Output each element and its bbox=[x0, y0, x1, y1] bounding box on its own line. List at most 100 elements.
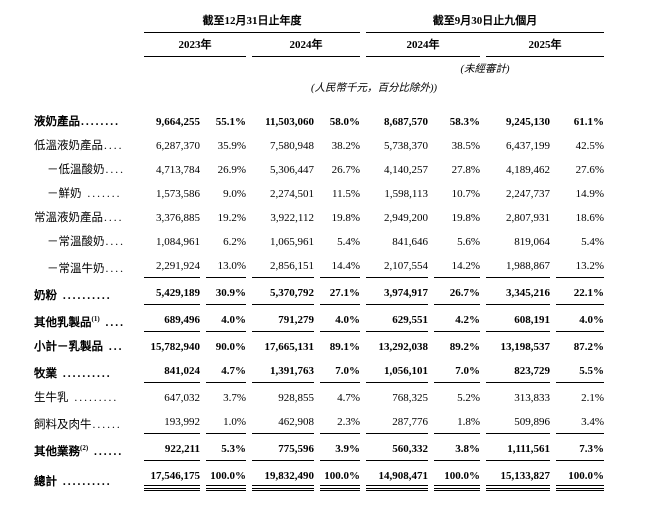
cell-amount: 462,908 bbox=[252, 407, 314, 434]
row-label-text: －常溫酸奶 bbox=[47, 236, 105, 248]
total-value: 15,133,827 bbox=[486, 469, 550, 486]
cell-amount: 509,896 bbox=[486, 407, 550, 434]
dot-leader: ....... bbox=[82, 188, 122, 200]
cell-percent: 30.9% bbox=[206, 278, 246, 305]
cell-percent: 14.4% bbox=[320, 251, 360, 278]
total-value: 19,832,490 bbox=[252, 469, 314, 486]
row-label: 其他業務(2) ...... bbox=[34, 434, 138, 461]
cell-amount: 19,832,490 bbox=[252, 461, 314, 491]
cell-percent: 4.0% bbox=[320, 305, 360, 332]
cell-amount: 5,429,189 bbox=[144, 278, 200, 305]
cell-amount: 193,992 bbox=[144, 407, 200, 434]
cell-percent: 22.1% bbox=[556, 278, 604, 305]
dot-leader: ........ bbox=[81, 116, 120, 128]
cell-amount: 1,573,586 bbox=[156, 188, 200, 200]
period-group-nine-months-sep30: 截至9月30日止九個月 bbox=[366, 8, 604, 33]
spacer-cell bbox=[144, 57, 360, 76]
cell-percent: 13.0% bbox=[206, 251, 246, 278]
cell-percent: 5.4% bbox=[581, 236, 604, 248]
table-row: －常溫酸奶.... 1,084,961 6.2% 1,065,961 5.4% 841,6… bbox=[34, 227, 604, 251]
cell-percent: 3.7% bbox=[223, 392, 246, 404]
cell-amount: 928,855 bbox=[278, 392, 314, 404]
cell-percent: 87.2% bbox=[573, 341, 604, 353]
cell-percent: 19.8% bbox=[331, 212, 360, 224]
cell-amount: 3,345,216 bbox=[486, 278, 550, 305]
row-label-text: 生牛乳 bbox=[34, 392, 69, 404]
period-group-year-ended-dec31: 截至12月31日止年度 bbox=[144, 8, 360, 33]
cell-amount: 4,140,257 bbox=[384, 164, 428, 176]
total-value: 14,908,471 bbox=[366, 469, 428, 486]
row-label-text: 其他業務 bbox=[34, 446, 80, 458]
year-header-2023: 2023年 bbox=[144, 33, 246, 57]
cell-amount: 1,065,961 bbox=[270, 236, 314, 248]
cell-amount: 17,546,175 bbox=[144, 461, 200, 491]
cell-percent: 3.8% bbox=[434, 434, 480, 461]
cell-amount: 2,247,737 bbox=[506, 188, 550, 200]
dot-leader: .... bbox=[104, 140, 124, 152]
cell-percent: 7.0% bbox=[434, 356, 480, 383]
cell-percent: 27.6% bbox=[575, 164, 604, 176]
cell-percent: 100.0% bbox=[320, 461, 360, 491]
cell-percent: 38.2% bbox=[331, 140, 360, 152]
cell-percent: 89.1% bbox=[329, 341, 360, 353]
year-header-2024-9m: 2024年 bbox=[366, 33, 480, 57]
cell-percent: 6.2% bbox=[223, 236, 246, 248]
table-row: 奶粉 .......... 5,429,189 30.9% 5,370,792 27.1… bbox=[34, 278, 604, 305]
cell-amount: 2,274,501 bbox=[270, 188, 314, 200]
cell-percent: 5.3% bbox=[206, 434, 246, 461]
cell-amount: 13,292,038 bbox=[378, 341, 429, 353]
table-row: 總計 .......... 17,546,175 100.0% 19,832,490 1… bbox=[34, 461, 604, 491]
cell-amount: 629,551 bbox=[366, 305, 428, 332]
cell-amount: 6,287,370 bbox=[156, 140, 200, 152]
row-label-text: －常溫牛奶 bbox=[47, 263, 105, 275]
table-row: 飼料及肉牛...... 193,992 1.0% 462,908 2.3% 287,776… bbox=[34, 407, 604, 434]
unaudited-note-row: (未經審計) bbox=[34, 57, 604, 76]
unit-note: (人民幣千元，百分比除外)) bbox=[311, 83, 437, 94]
cell-percent: 61.1% bbox=[573, 116, 604, 128]
unaudited-note: (未經審計) bbox=[460, 64, 510, 75]
cell-percent: 42.5% bbox=[575, 140, 604, 152]
cell-percent: 27.1% bbox=[320, 278, 360, 305]
cell-amount: 819,064 bbox=[514, 236, 550, 248]
table-row: 常溫液奶產品.... 3,376,885 19.2% 3,922,112 19.8% 2,… bbox=[34, 203, 604, 227]
total-value: 100.0% bbox=[320, 469, 360, 486]
table-row: 液奶產品........ 9,664,255 55.1% 11,503,060 58.0… bbox=[34, 95, 604, 131]
cell-percent: 1.0% bbox=[206, 407, 246, 434]
dot-leader: .......... bbox=[58, 476, 112, 488]
dot-leader: ......... bbox=[69, 392, 119, 404]
table-row: 其他業務(2) ...... 922,211 5.3% 775,596 3.9% 560,… bbox=[34, 434, 604, 461]
cell-amount: 841,646 bbox=[392, 236, 428, 248]
cell-percent: 26.7% bbox=[331, 164, 360, 176]
cell-percent: 19.8% bbox=[451, 212, 480, 224]
cell-percent: 55.1% bbox=[215, 116, 246, 128]
cell-amount: 9,245,130 bbox=[506, 116, 550, 128]
table-row: －低溫酸奶.... 4,713,784 26.9% 5,306,447 26.7% 4,1… bbox=[34, 155, 604, 179]
cell-amount: 689,496 bbox=[144, 305, 200, 332]
cell-amount: 841,024 bbox=[144, 356, 200, 383]
cell-amount: 647,032 bbox=[164, 392, 200, 404]
cell-percent: 58.3% bbox=[449, 116, 480, 128]
cell-percent: 18.6% bbox=[575, 212, 604, 224]
cell-amount: 5,306,447 bbox=[270, 164, 314, 176]
cell-amount: 313,833 bbox=[514, 392, 550, 404]
cell-amount: 608,191 bbox=[486, 305, 550, 332]
cell-amount: 8,687,570 bbox=[384, 116, 428, 128]
dot-leader: .... bbox=[100, 317, 126, 329]
row-label: 生牛乳 ......... bbox=[34, 383, 138, 407]
cell-percent: 14.9% bbox=[575, 188, 604, 200]
cell-amount: 560,332 bbox=[366, 434, 428, 461]
cell-amount: 5,370,792 bbox=[252, 278, 314, 305]
cell-percent: 4.7% bbox=[337, 392, 360, 404]
row-label-text: －低溫酸奶 bbox=[47, 164, 105, 176]
cell-percent: 10.7% bbox=[451, 188, 480, 200]
cell-amount: 922,211 bbox=[144, 434, 200, 461]
cell-percent: 100.0% bbox=[206, 461, 246, 491]
cell-amount: 4,189,462 bbox=[506, 164, 550, 176]
row-label: 其他乳製品(1) .... bbox=[34, 305, 138, 332]
dot-leader: .......... bbox=[58, 290, 112, 302]
cell-percent: 9.0% bbox=[223, 188, 246, 200]
row-label-text: 小計－乳製品 bbox=[34, 341, 103, 353]
cell-amount: 17,665,131 bbox=[264, 341, 315, 353]
total-value: 100.0% bbox=[556, 469, 604, 486]
